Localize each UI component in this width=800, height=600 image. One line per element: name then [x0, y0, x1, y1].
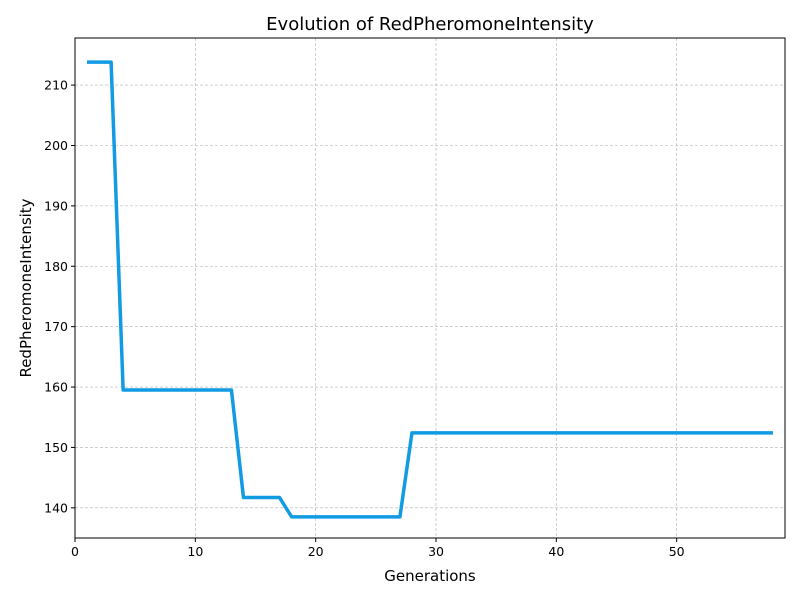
y-tick-label: 170 [44, 319, 68, 334]
y-tick-label: 180 [44, 259, 68, 274]
grid-lines [74, 38, 785, 538]
plot-frame [74, 37, 786, 539]
y-tick-label: 160 [44, 380, 68, 395]
y-axis-label: RedPheromoneIntensity [17, 198, 35, 377]
x-axis-ticks: 0 10 20 30 40 50 [71, 538, 685, 559]
x-tick-label: 10 [187, 544, 203, 559]
x-axis-label: Generations [384, 567, 476, 585]
y-tick-label: 150 [44, 440, 68, 455]
y-tick-label: 140 [44, 500, 68, 515]
y-tick-label: 190 [44, 198, 68, 213]
y-tick-label: 200 [44, 138, 68, 153]
chart-title: Evolution of RedPheromoneIntensity [266, 14, 594, 35]
series-layer [87, 60, 773, 519]
x-tick-label: 50 [669, 544, 685, 559]
x-tick-label: 30 [428, 544, 444, 559]
x-tick-label: 0 [71, 544, 79, 559]
x-tick-label: 20 [308, 544, 324, 559]
y-axis-ticks: 140 150 160 170 180 190 200 210 [44, 78, 75, 515]
x-tick-label: 40 [548, 544, 564, 559]
series-line [87, 60, 773, 519]
y-tick-label: 210 [44, 78, 68, 93]
